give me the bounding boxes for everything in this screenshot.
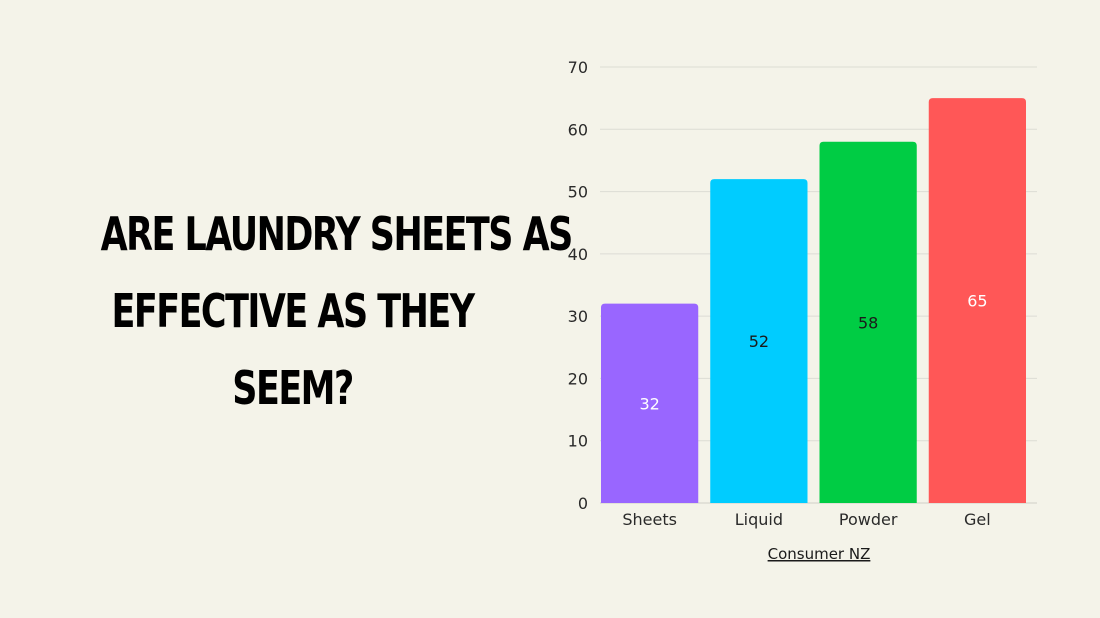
y-tick-label: 70	[568, 58, 588, 77]
y-tick-label: 0	[578, 494, 588, 513]
source-label: Consumer NZ	[768, 545, 871, 563]
y-tick-label: 40	[568, 245, 588, 264]
data-label: 65	[967, 292, 987, 311]
x-tick-label: Gel	[964, 510, 991, 529]
bar-powder	[819, 141, 917, 503]
x-tick-label: Sheets	[622, 510, 677, 529]
bar-sheets	[601, 303, 699, 503]
bar-gel	[928, 98, 1026, 504]
data-label: 58	[858, 313, 878, 332]
x-tick-label: Liquid	[735, 510, 783, 529]
data-label: 32	[639, 394, 659, 413]
y-tick-label: 20	[568, 369, 588, 388]
y-tick-label: 30	[568, 307, 588, 326]
y-tick-label: 50	[568, 183, 588, 202]
x-tick-label: Powder	[839, 510, 898, 529]
y-tick-label: 10	[568, 432, 588, 451]
bar-layer	[601, 98, 1026, 504]
label-layer: 0 10 20 30 40 50 60 70 32 Sheets 52 Liquid 58 Powder 6…	[568, 58, 991, 529]
headline-line-2: effective as they	[111, 284, 475, 338]
data-label: 52	[749, 332, 769, 351]
bar-liquid	[710, 179, 808, 503]
y-tick-label: 60	[568, 120, 588, 139]
headline-line-3: seem?	[232, 361, 354, 415]
